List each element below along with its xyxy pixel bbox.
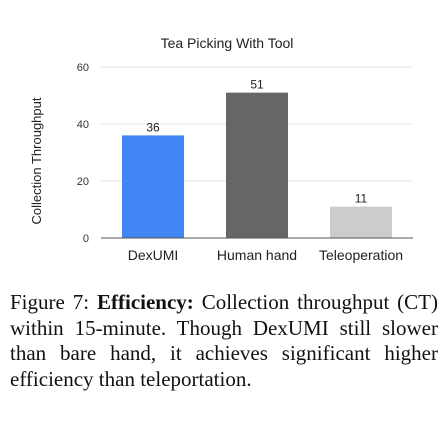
caption-label: Figure 7: xyxy=(10,290,90,314)
y-tick-label: 20 xyxy=(77,176,89,188)
bar-chart: Tea Picking With Tool Collection Through… xyxy=(29,35,413,263)
data-label: 11 xyxy=(355,192,368,206)
bar-teleoperation xyxy=(330,206,392,238)
x-tick-label: Human hand xyxy=(217,247,297,263)
data-label: 36 xyxy=(146,120,160,134)
data-label: 51 xyxy=(250,78,264,92)
y-tick-label: 40 xyxy=(77,119,89,131)
y-tick-label: 60 xyxy=(77,62,89,74)
chart-title: Tea Picking With Tool xyxy=(161,35,294,51)
x-tick-label: Teleoperation xyxy=(319,247,403,263)
caption-text: Collection throughput (CT) within 15-min… xyxy=(10,290,439,391)
x-tick-label: DexUMI xyxy=(128,247,179,263)
bar-dexumi xyxy=(122,135,184,238)
bar-human-hand xyxy=(226,92,288,239)
y-axis-label: Collection Throughput xyxy=(29,97,44,224)
caption-bold-term: Efficiency: xyxy=(97,290,194,314)
y-tick-label: 0 xyxy=(83,233,89,245)
x-tick-labels: DexUMI Human hand Teleoperation xyxy=(128,247,403,263)
y-tick-labels: 0 20 40 60 xyxy=(77,62,89,245)
bars: 36 51 11 xyxy=(122,78,392,239)
figure-caption: Figure 7: Efficiency: Collection through… xyxy=(10,290,438,392)
